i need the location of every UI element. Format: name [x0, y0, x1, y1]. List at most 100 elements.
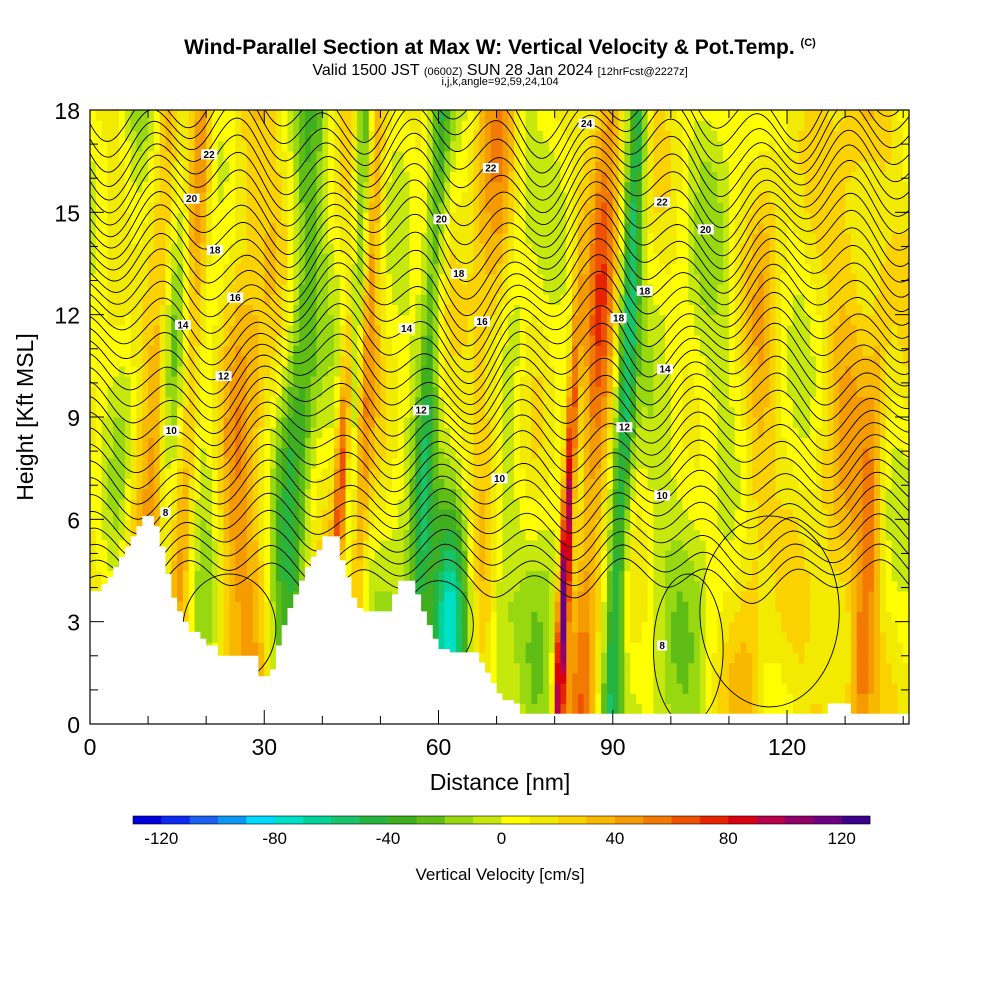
velocity-cell: [566, 427, 573, 438]
velocity-cell: [287, 437, 294, 449]
velocity-cell: [107, 498, 114, 510]
velocity-cell: [217, 447, 225, 459]
velocity-cell: [357, 539, 364, 551]
velocity-cell: [566, 120, 573, 131]
velocity-cell: [200, 304, 207, 316]
velocity-cell: [310, 294, 318, 305]
velocity-cell: [548, 427, 556, 438]
velocity-cell: [525, 437, 532, 449]
velocity-cell: [485, 570, 492, 582]
velocity-cell: [357, 355, 364, 367]
velocity-cell: [229, 284, 236, 295]
velocity-cell: [392, 488, 399, 500]
velocity-cell: [421, 243, 428, 254]
velocity-cell: [380, 232, 387, 244]
velocity-cell: [392, 120, 399, 131]
velocity-cell: [299, 437, 306, 449]
velocity-cell: [229, 591, 236, 602]
velocity-cell: [496, 171, 503, 183]
velocity-cell: [200, 284, 207, 295]
velocity-cell: [543, 304, 550, 316]
velocity-cell: [455, 150, 463, 162]
velocity-cell: [275, 294, 283, 305]
velocity-cell: [334, 202, 341, 213]
velocity-cell: [177, 478, 184, 490]
velocity-cell: [200, 621, 207, 633]
velocity-cell: [502, 365, 509, 377]
velocity-cell: [241, 130, 248, 142]
velocity-cell: [194, 427, 201, 438]
velocity-cell: [101, 294, 108, 305]
velocity-cell: [351, 232, 358, 244]
velocity-cell: [113, 365, 120, 377]
velocity-cell: [194, 263, 201, 275]
velocity-cell: [101, 345, 108, 357]
velocity-cell: [252, 232, 259, 244]
velocity-cell: [159, 468, 167, 479]
velocity-cell: [339, 509, 347, 520]
velocity-cell: [397, 130, 405, 142]
velocity-cell: [386, 345, 393, 357]
velocity-cell: [252, 202, 259, 213]
velocity-cell: [554, 488, 562, 500]
velocity-cell: [345, 294, 352, 305]
velocity-cell: [212, 222, 219, 234]
velocity-cell: [264, 376, 271, 387]
velocity-cell: [270, 621, 277, 633]
velocity-cell: [235, 314, 242, 326]
velocity-cell: [339, 304, 347, 316]
velocity-cell: [432, 601, 440, 612]
velocity-cell: [525, 417, 532, 428]
velocity-cell: [316, 396, 323, 408]
velocity-cell: [363, 222, 370, 234]
velocity-cell: [130, 498, 138, 510]
velocity-cell: [531, 110, 538, 121]
velocity-cell: [177, 294, 184, 305]
velocity-cell: [316, 345, 323, 357]
velocity-cell: [159, 130, 167, 142]
velocity-cell: [171, 324, 178, 336]
velocity-cell: [136, 457, 143, 469]
velocity-cell: [485, 621, 492, 633]
velocity-cell: [415, 140, 422, 152]
velocity-cell: [473, 447, 480, 459]
velocity-cell: [194, 550, 201, 561]
velocity-cell: [415, 437, 422, 449]
velocity-cell: [450, 253, 457, 265]
velocity-cell: [136, 345, 143, 357]
velocity-cell: [368, 263, 376, 275]
velocity-cell: [299, 539, 306, 551]
velocity-cell: [136, 273, 143, 285]
velocity-cell: [258, 324, 265, 336]
velocity-cell: [426, 263, 434, 275]
velocity-cell: [148, 110, 155, 121]
velocity-cell: [525, 642, 532, 653]
velocity-cell: [415, 284, 422, 295]
velocity-cell: [293, 232, 300, 244]
velocity-cell: [531, 232, 538, 244]
velocity-cell: [426, 539, 434, 551]
velocity-cell: [258, 509, 265, 520]
velocity-cell: [328, 468, 335, 479]
velocity-cell: [531, 652, 538, 664]
velocity-cell: [380, 417, 387, 428]
velocity-cell: [177, 150, 184, 162]
velocity-cell: [432, 202, 440, 213]
velocity-cell: [368, 570, 376, 582]
velocity-cell: [223, 161, 230, 172]
velocity-cell: [548, 406, 556, 418]
velocity-cell: [543, 273, 550, 285]
velocity-cell: [148, 130, 155, 142]
velocity-cell: [543, 580, 550, 592]
velocity-cell: [304, 365, 312, 377]
velocity-cell: [153, 222, 161, 234]
velocity-cell: [90, 120, 97, 131]
velocity-cell: [426, 447, 434, 459]
velocity-cell: [357, 427, 364, 438]
velocity-cell: [142, 468, 149, 479]
velocity-cell: [351, 324, 358, 336]
velocity-cell: [438, 611, 445, 623]
velocity-cell: [235, 273, 242, 285]
velocity-cell: [438, 171, 445, 183]
velocity-cell: [473, 161, 480, 172]
